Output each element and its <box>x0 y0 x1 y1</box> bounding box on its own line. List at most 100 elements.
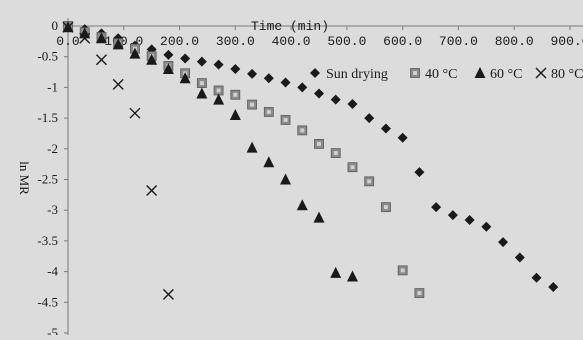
axes-layer: 0.0 100.0 200.0 300.0 400.0 500.0 600.0 700.0 80… <box>17 18 583 340</box>
data-point <box>330 94 341 105</box>
square-marker-highlight <box>417 291 422 296</box>
data-point <box>247 99 257 110</box>
y-tick-label: 0 <box>52 18 59 33</box>
y-tick-label: -0.5 <box>37 49 58 64</box>
square-marker-highlight <box>216 88 221 93</box>
data-point <box>330 148 341 158</box>
legend-item: 80 °C <box>535 67 583 82</box>
y-axis-title: ln MR <box>17 161 32 195</box>
data-point <box>347 98 358 109</box>
data-point <box>481 221 492 232</box>
x-tick-label: 700.0 <box>439 34 478 49</box>
data-point <box>280 115 291 125</box>
data-point <box>414 288 425 298</box>
x-marker-stroke <box>62 21 74 33</box>
x-marker-stroke <box>79 32 91 44</box>
data-point <box>163 49 174 60</box>
data-point <box>112 38 124 50</box>
y-tick-label: -4 <box>47 264 58 279</box>
series-layer <box>62 21 559 300</box>
y-tick-label: -3 <box>47 202 58 217</box>
series-square <box>63 21 425 298</box>
legend-marker <box>474 67 486 78</box>
legend-label: 40 °C <box>425 67 457 82</box>
data-point <box>313 211 325 223</box>
data-point <box>498 237 509 248</box>
data-point <box>297 82 308 93</box>
data-point <box>263 156 275 168</box>
x-marker-stroke <box>129 107 141 119</box>
data-point <box>129 47 141 59</box>
y-tick-label: -4.5 <box>37 294 58 309</box>
data-point <box>514 252 525 263</box>
data-point <box>263 73 274 84</box>
y-tick-label: -1 <box>47 79 58 94</box>
x-tick-label: 200.0 <box>160 34 199 49</box>
data-point <box>397 265 408 276</box>
legend-marker <box>535 67 547 79</box>
x-marker-stroke <box>146 185 158 197</box>
data-point <box>314 138 324 149</box>
data-point <box>196 87 208 99</box>
data-point <box>297 125 308 136</box>
data-point <box>431 202 442 213</box>
y-tick-label: -1.5 <box>37 110 58 125</box>
x-tick-label: 400.0 <box>272 34 311 49</box>
data-point <box>95 32 107 44</box>
data-point <box>263 107 274 117</box>
data-point <box>330 266 342 278</box>
y-tick-label: -2.5 <box>37 172 58 187</box>
data-point <box>95 54 107 66</box>
series-x <box>62 21 174 300</box>
x-tick-label: 500.0 <box>327 34 366 49</box>
data-point <box>296 199 308 211</box>
data-point <box>230 63 241 74</box>
data-point <box>364 113 375 124</box>
data-point <box>112 78 124 90</box>
legend-label: 80 °C <box>551 67 583 82</box>
data-point <box>213 93 225 105</box>
data-point <box>548 281 559 292</box>
square-marker-highlight <box>300 128 305 133</box>
x-tick-label: 600.0 <box>383 34 422 49</box>
series-triangle <box>62 21 358 282</box>
legend-item: 60 °C <box>474 67 522 82</box>
x-tick-label: 300.0 <box>216 34 255 49</box>
legend-item: Sun drying <box>310 67 388 82</box>
data-point <box>280 173 292 185</box>
data-point <box>280 77 291 88</box>
data-point <box>79 32 91 44</box>
data-point <box>196 56 207 67</box>
x-marker-stroke <box>162 288 174 300</box>
data-point <box>414 167 425 178</box>
x-tick-label: 800.0 <box>495 34 534 49</box>
square-marker-highlight <box>333 151 338 156</box>
data-point <box>380 123 391 134</box>
x-marker-stroke <box>112 78 124 90</box>
data-point <box>230 89 241 100</box>
data-point <box>464 215 475 226</box>
data-point <box>229 109 241 121</box>
data-point <box>129 107 141 119</box>
square-marker-highlight <box>283 117 288 122</box>
data-point <box>314 88 324 99</box>
legend: Sun drying 40 °C 60 °C 80 °C <box>310 67 583 82</box>
data-point <box>180 53 191 64</box>
data-point <box>62 21 74 33</box>
legend-label: Sun drying <box>326 67 388 82</box>
legend-item: 40 °C <box>410 67 457 82</box>
data-point <box>179 72 191 84</box>
legend-marker <box>310 68 320 78</box>
x-marker-stroke <box>535 67 547 79</box>
data-point <box>531 272 542 283</box>
square-marker-highlight <box>233 92 238 97</box>
data-point <box>196 78 207 89</box>
square-marker-highlight <box>199 81 204 86</box>
square-marker-highlight <box>250 102 255 107</box>
square-marker-highlight <box>350 165 355 170</box>
data-point <box>246 141 258 153</box>
data-point <box>213 59 224 70</box>
data-point <box>162 62 174 74</box>
square-marker-highlight <box>400 268 405 273</box>
